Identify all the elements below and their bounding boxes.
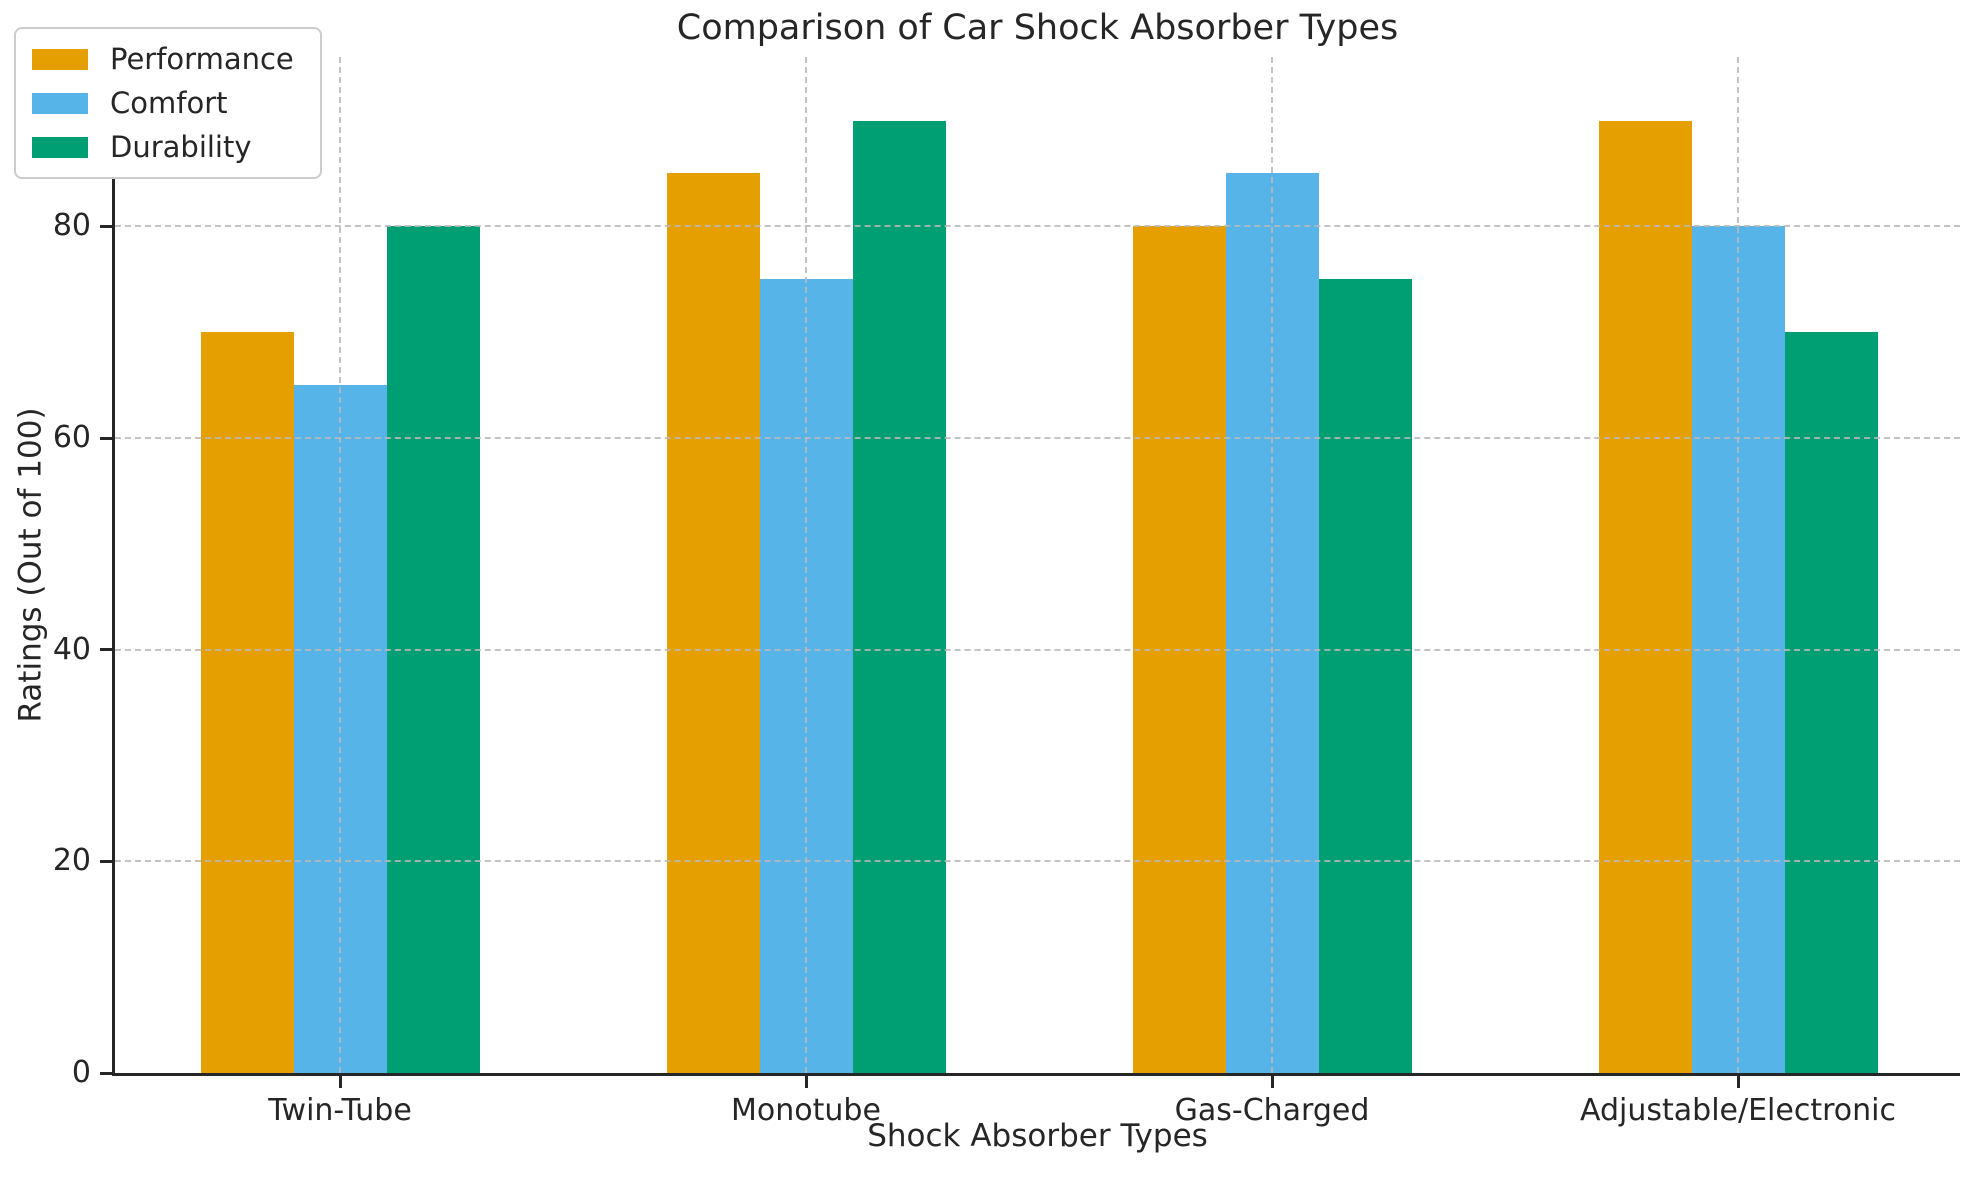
gridline-vertical [339, 57, 341, 1073]
bar-performance [200, 332, 294, 1073]
bar-durability [1784, 332, 1878, 1073]
y-tick-mark [100, 1071, 112, 1075]
bar-performance [666, 173, 760, 1073]
plot-area: 0 20 40 60 80 Twin-Tube Monotube Gas-Charged Adj… [53, 57, 1960, 1128]
x-tick-label-monotube: Monotube [731, 1093, 881, 1128]
y-tick-label: 0 [71, 1055, 91, 1090]
x-axis-label: Shock Absorber Types [867, 1118, 1208, 1154]
y-tick-mark [100, 224, 112, 228]
gridline-horizontal [115, 860, 1960, 863]
legend-label: Performance [110, 42, 294, 76]
x-tick-mark [804, 1076, 808, 1088]
x-tick-label-gas-charged: Gas-Charged [1174, 1093, 1370, 1128]
x-axis-spine [112, 1073, 1960, 1076]
gridline-horizontal [115, 648, 1960, 651]
y-tick-label: 60 [52, 420, 91, 455]
y-axis-spine [112, 57, 115, 1076]
gridline-vertical [1737, 57, 1739, 1073]
x-tick-mark [338, 1076, 342, 1088]
legend-item-comfort: Comfort [32, 85, 294, 121]
x-tick-label-twin-tube: Twin-Tube [268, 1093, 412, 1128]
y-tick-mark [100, 648, 112, 652]
gridline-vertical [1271, 57, 1273, 1073]
legend-swatch-performance [32, 48, 88, 70]
y-tick-mark [100, 436, 112, 440]
chart-title: Comparison of Car Shock Absorber Types [676, 8, 1399, 48]
gridline-horizontal [115, 437, 1960, 439]
y-axis-label: Ratings (Out of 100) [13, 407, 50, 723]
legend: Performance Comfort Durability [14, 27, 322, 179]
legend-label: Comfort [110, 86, 228, 120]
x-tick-label-adjustable-electronic: Adjustable/Electronic [1580, 1093, 1896, 1128]
x-tick-mark [1270, 1076, 1274, 1088]
legend-swatch-comfort [32, 92, 88, 114]
y-tick-label: 40 [52, 631, 91, 667]
y-tick-label: 80 [52, 208, 91, 244]
gridline-vertical [805, 57, 807, 1073]
legend-label: Durability [110, 130, 252, 164]
bar-durability [852, 120, 946, 1073]
bar-performance [1598, 120, 1692, 1073]
bar-durability [1318, 279, 1412, 1073]
x-tick-mark [1736, 1076, 1740, 1088]
y-tick-label: 20 [52, 843, 91, 879]
legend-item-durability: Durability [32, 129, 294, 165]
legend-item-performance: Performance [32, 41, 294, 77]
y-tick-mark [100, 859, 112, 863]
gridline-horizontal [115, 225, 1960, 228]
legend-swatch-durability [32, 136, 88, 158]
